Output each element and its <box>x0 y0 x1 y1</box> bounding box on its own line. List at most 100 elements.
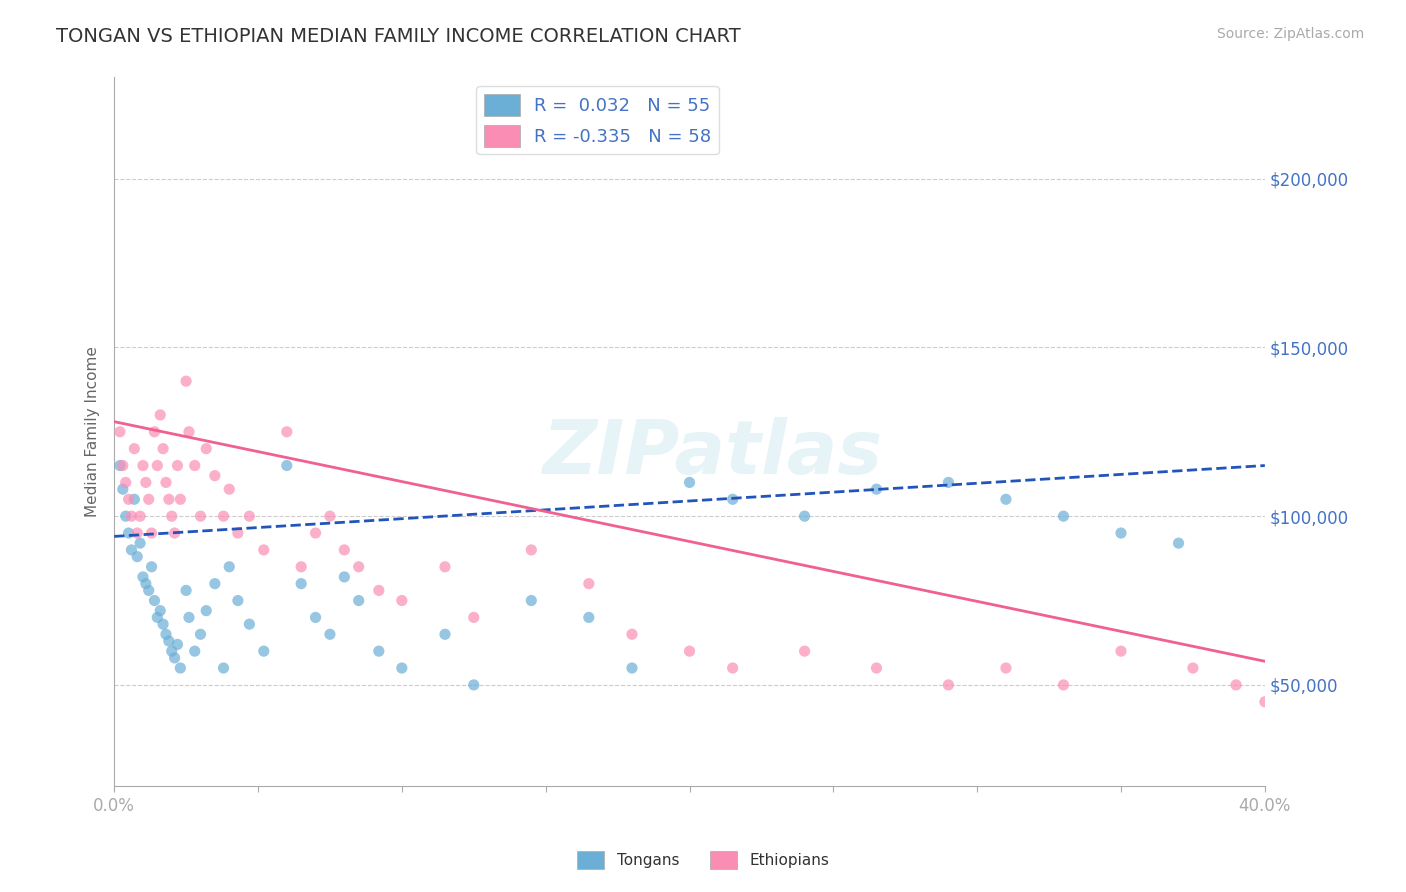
Point <box>152 442 174 456</box>
Point <box>1167 536 1189 550</box>
Point <box>793 644 815 658</box>
Point <box>124 442 146 456</box>
Point <box>114 509 136 524</box>
Point <box>333 570 356 584</box>
Point <box>678 644 700 658</box>
Point <box>124 492 146 507</box>
Point <box>143 425 166 439</box>
Point <box>155 475 177 490</box>
Point <box>149 408 172 422</box>
Point <box>120 542 142 557</box>
Point <box>938 678 960 692</box>
Point <box>114 475 136 490</box>
Point <box>865 661 887 675</box>
Point <box>218 559 240 574</box>
Point <box>108 425 131 439</box>
Point <box>160 509 183 524</box>
Point <box>111 482 134 496</box>
Point <box>1052 509 1074 524</box>
Point <box>204 576 226 591</box>
Point <box>166 637 188 651</box>
Point <box>152 617 174 632</box>
Point <box>620 627 643 641</box>
Point <box>184 644 207 658</box>
Point <box>138 583 160 598</box>
Text: TONGAN VS ETHIOPIAN MEDIAN FAMILY INCOME CORRELATION CHART: TONGAN VS ETHIOPIAN MEDIAN FAMILY INCOME… <box>56 27 741 45</box>
Point <box>304 526 326 541</box>
Point <box>290 576 312 591</box>
Point <box>146 610 169 624</box>
Point <box>276 458 298 473</box>
Point <box>163 526 186 541</box>
Point <box>169 661 191 675</box>
Point <box>157 634 180 648</box>
Point <box>111 458 134 473</box>
Point <box>129 509 152 524</box>
Legend: Tongans, Ethiopians: Tongans, Ethiopians <box>571 845 835 875</box>
Point <box>141 526 163 541</box>
Point <box>160 644 183 658</box>
Point <box>149 604 172 618</box>
Point <box>143 593 166 607</box>
Point <box>218 482 240 496</box>
Point <box>146 458 169 473</box>
Point <box>127 526 149 541</box>
Point <box>721 492 744 507</box>
Point <box>1052 678 1074 692</box>
Point <box>177 425 200 439</box>
Point <box>678 475 700 490</box>
Point <box>721 661 744 675</box>
Point <box>138 492 160 507</box>
Point <box>132 570 155 584</box>
Y-axis label: Median Family Income: Median Family Income <box>86 346 100 517</box>
Point <box>1254 695 1277 709</box>
Point <box>195 442 218 456</box>
Point <box>578 610 600 624</box>
Point <box>163 651 186 665</box>
Point <box>117 526 139 541</box>
Point <box>157 492 180 507</box>
Point <box>117 492 139 507</box>
Point <box>184 458 207 473</box>
Point <box>793 509 815 524</box>
Point <box>190 509 212 524</box>
Point <box>1109 526 1132 541</box>
Point <box>141 559 163 574</box>
Point <box>204 468 226 483</box>
Point <box>1181 661 1204 675</box>
Point <box>994 661 1017 675</box>
Point <box>155 627 177 641</box>
Point <box>212 509 235 524</box>
Point <box>1225 678 1247 692</box>
Point <box>520 542 543 557</box>
Point <box>253 542 276 557</box>
Point <box>994 492 1017 507</box>
Point <box>434 559 457 574</box>
Point <box>391 593 413 607</box>
Point <box>290 559 312 574</box>
Point <box>135 475 157 490</box>
Point <box>238 617 260 632</box>
Point <box>127 549 149 564</box>
Point <box>391 661 413 675</box>
Point <box>120 509 142 524</box>
Point <box>938 475 960 490</box>
Point <box>226 526 249 541</box>
Point <box>169 492 191 507</box>
Point <box>463 610 485 624</box>
Point <box>174 583 197 598</box>
Point <box>174 374 197 388</box>
Point <box>212 661 235 675</box>
Point <box>1268 684 1291 698</box>
Point <box>108 458 131 473</box>
Point <box>620 661 643 675</box>
Point <box>865 482 887 496</box>
Point <box>367 644 389 658</box>
Point <box>253 644 276 658</box>
Point <box>463 678 485 692</box>
Point <box>195 604 218 618</box>
Point <box>166 458 188 473</box>
Point <box>238 509 260 524</box>
Point <box>434 627 457 641</box>
Legend: R =  0.032   N = 55, R = -0.335   N = 58: R = 0.032 N = 55, R = -0.335 N = 58 <box>477 87 718 154</box>
